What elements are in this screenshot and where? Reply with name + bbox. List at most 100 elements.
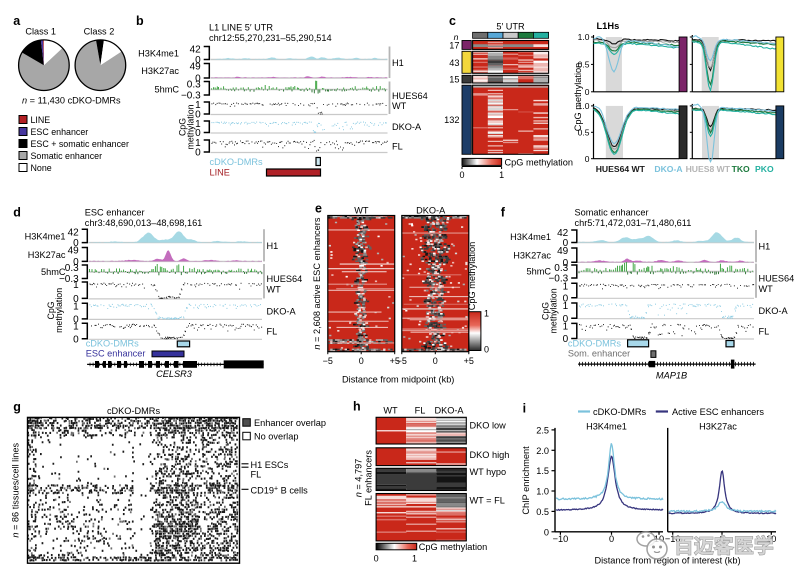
svg-text:CD19+ B cells: CD19+ B cells (251, 485, 309, 496)
svg-text:CpG: CpG (178, 118, 188, 136)
svg-text:H1: H1 (392, 58, 404, 68)
svg-text:42: 42 (190, 45, 202, 56)
svg-text:DKO high: DKO high (470, 450, 510, 460)
svg-text:0: 0 (484, 344, 489, 354)
svg-text:0: 0 (195, 74, 201, 85)
svg-text:FL: FL (267, 327, 278, 337)
svg-text:cDKO-DMRs: cDKO-DMRs (86, 339, 139, 349)
svg-text:1: 1 (73, 280, 79, 291)
svg-text:−10: −10 (665, 534, 681, 544)
svg-text:−10: −10 (553, 534, 569, 544)
svg-text:Somatic enhancer: Somatic enhancer (31, 151, 103, 161)
svg-text:42: 42 (68, 227, 80, 238)
svg-text:H1: H1 (267, 241, 279, 251)
svg-text:1: 1 (195, 138, 201, 149)
svg-text:CpG: CpG (541, 302, 551, 320)
svg-text:0: 0 (73, 334, 79, 345)
svg-text:methylation: methylation (54, 288, 64, 333)
svg-text:No overlap: No overlap (254, 432, 298, 442)
svg-text:1: 1 (73, 321, 79, 332)
svg-text:1: 1 (563, 322, 569, 333)
svg-text:−5: −5 (323, 356, 333, 366)
svg-text:ESC enhancer: ESC enhancer (31, 127, 89, 137)
svg-text:FL enhancers: FL enhancers (364, 450, 374, 506)
svg-text:5hmC: 5hmC (41, 267, 66, 277)
svg-text:5hmC: 5hmC (154, 85, 179, 95)
svg-text:DKO low: DKO low (470, 421, 507, 431)
svg-text:0: 0 (585, 87, 590, 97)
svg-text:1.0: 1.0 (578, 101, 590, 111)
svg-text:c: c (449, 14, 456, 28)
svg-text:−0.3: −0.3 (59, 274, 79, 285)
svg-text:132: 132 (444, 115, 459, 125)
svg-text:FL: FL (392, 142, 403, 152)
svg-text:H3K27ac: H3K27ac (28, 250, 66, 260)
svg-text:Enhancer overlap: Enhancer overlap (254, 418, 326, 428)
svg-text:0: 0 (459, 170, 464, 180)
svg-text:f: f (501, 206, 506, 220)
svg-text:e: e (315, 202, 322, 216)
svg-text:L1Hs: L1Hs (597, 21, 620, 31)
svg-text:chr3:48,690,013–48,698,161: chr3:48,690,013–48,698,161 (85, 218, 203, 228)
svg-text:WT: WT (759, 284, 774, 294)
svg-text:0: 0 (585, 154, 590, 164)
svg-text:ChIP enrichment: ChIP enrichment (521, 446, 531, 515)
svg-text:DKO-A: DKO-A (392, 122, 422, 132)
svg-text:15: 15 (449, 75, 459, 85)
svg-text:42: 42 (557, 228, 569, 239)
svg-text:d: d (13, 206, 21, 220)
svg-text:0: 0 (433, 356, 438, 366)
svg-text:1: 1 (563, 281, 569, 292)
svg-text:Som. enhancer: Som. enhancer (568, 349, 630, 359)
svg-text:HUES64: HUES64 (267, 274, 303, 284)
svg-text:PKO: PKO (755, 164, 774, 174)
svg-text:n = 11,430 cDKO-DMRs: n = 11,430 cDKO-DMRs (22, 96, 121, 106)
svg-text:10: 10 (766, 534, 776, 544)
svg-text:L1 LINE 5′ UTR: L1 LINE 5′ UTR (209, 23, 273, 33)
svg-text:0.3: 0.3 (187, 80, 201, 91)
svg-text:49: 49 (557, 246, 569, 257)
svg-text:CpG methylation: CpG methylation (505, 157, 573, 167)
svg-text:0.3: 0.3 (65, 263, 79, 274)
svg-text:a: a (13, 14, 21, 28)
svg-text:0: 0 (73, 257, 79, 268)
svg-text:0: 0 (195, 110, 201, 121)
svg-text:Active ESC enhancers: Active ESC enhancers (672, 407, 764, 417)
svg-text:0: 0 (195, 148, 201, 159)
svg-text:n = 2,608 active ESC enhancers: n = 2,608 active ESC enhancers (312, 217, 322, 349)
svg-text:chr12:55,270,231–55,290,514: chr12:55,270,231–55,290,514 (209, 33, 332, 43)
svg-text:1: 1 (412, 554, 417, 564)
svg-text:WT: WT (392, 101, 407, 111)
svg-text:WT = FL: WT = FL (470, 495, 505, 505)
svg-text:LINE: LINE (210, 168, 230, 178)
svg-text:0.5: 0.5 (578, 60, 590, 70)
svg-text:+5: +5 (390, 356, 400, 366)
svg-text:HUES64: HUES64 (392, 91, 428, 101)
svg-text:H3K4me1: H3K4me1 (138, 49, 179, 59)
svg-text:CpG methylation: CpG methylation (573, 63, 583, 131)
svg-text:0.5: 0.5 (578, 128, 590, 138)
svg-text:H1 ESCs: H1 ESCs (251, 460, 289, 470)
svg-text:cDKO-DMRs: cDKO-DMRs (107, 406, 160, 416)
svg-text:Class 2: Class 2 (84, 27, 115, 37)
svg-text:FL: FL (251, 469, 262, 479)
svg-text:−0.3: −0.3 (181, 91, 201, 102)
svg-text:0: 0 (563, 293, 569, 304)
svg-text:HUES64 WT: HUES64 WT (596, 164, 646, 174)
svg-text:0: 0 (195, 55, 201, 66)
svg-text:0: 0 (563, 258, 569, 269)
svg-text:CELSR3: CELSR3 (156, 369, 193, 379)
svg-text:0: 0 (563, 334, 569, 345)
svg-text:−5: −5 (397, 356, 407, 366)
svg-text:49: 49 (68, 246, 80, 257)
svg-text:DKO-A: DKO-A (267, 307, 297, 317)
svg-text:1.5: 1.5 (536, 466, 549, 476)
svg-text:Distance from midpoint (kb): Distance from midpoint (kb) (342, 374, 454, 384)
svg-text:H3K4me1: H3K4me1 (510, 232, 551, 242)
svg-text:g: g (13, 400, 21, 414)
svg-text:DKO-A: DKO-A (416, 206, 446, 216)
svg-text:49: 49 (190, 62, 202, 73)
svg-text:CpG: CpG (46, 301, 56, 319)
svg-text:ESC + somatic enhancer: ESC + somatic enhancer (31, 139, 129, 149)
svg-text:HUES8 WT: HUES8 WT (686, 164, 731, 174)
